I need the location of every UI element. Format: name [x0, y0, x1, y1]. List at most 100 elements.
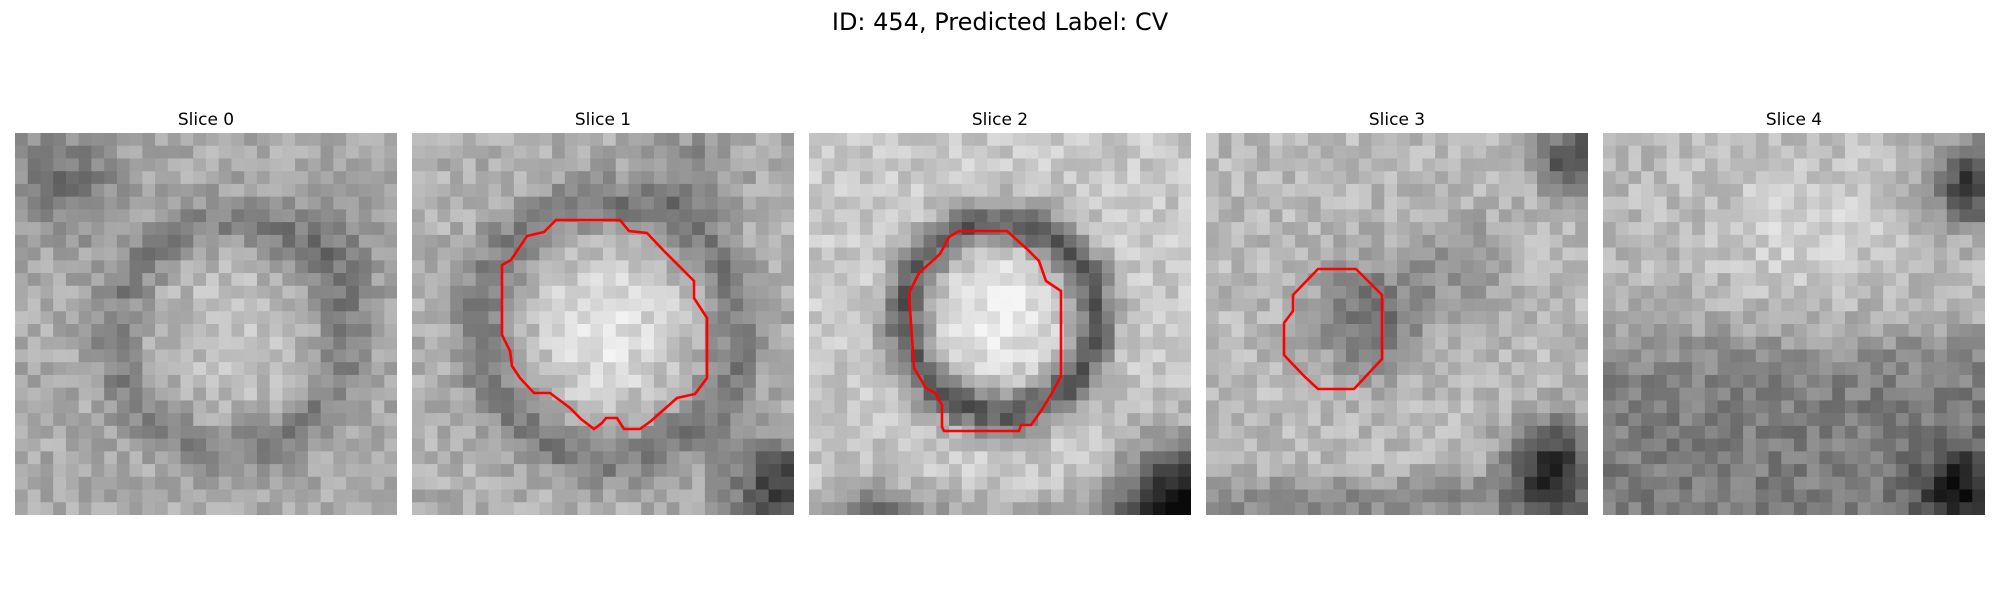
pixel-cell: [513, 298, 528, 312]
pixel-cell: [1295, 438, 1309, 452]
pixel-cell: [987, 298, 1001, 312]
pixel-cell: [872, 298, 886, 312]
pixel-cell: [1256, 133, 1271, 147]
pixel-cell: [206, 285, 220, 300]
pixel-cell: [974, 476, 988, 491]
pixel-cell: [628, 260, 642, 274]
pixel-cell: [167, 489, 182, 503]
pixel-cell: [1537, 451, 1551, 465]
pixel-cell: [91, 285, 105, 300]
pixel-cell: [424, 183, 439, 198]
pixel-cell: [475, 260, 489, 274]
pixel-cell: [1320, 425, 1334, 440]
pixel-cell: [704, 438, 719, 452]
pixel-cell: [1178, 438, 1191, 452]
pixel-cell: [1089, 464, 1103, 478]
pixel-cell: [1870, 209, 1884, 223]
pixel-cell: [1743, 311, 1757, 325]
pixel-cell: [180, 451, 194, 465]
pixel-cell: [1460, 387, 1474, 401]
pixel-cell: [142, 362, 156, 376]
pixel-cell: [1946, 502, 1961, 515]
pixel-cell: [295, 413, 309, 427]
pixel-cell: [834, 171, 848, 185]
pixel-cell: [256, 209, 271, 223]
pixel-cell: [1114, 298, 1128, 312]
pixel-cell: [1460, 260, 1474, 274]
pixel-cell: [1384, 476, 1398, 491]
pixel-cell: [462, 273, 477, 287]
pixel-cell: [1832, 438, 1846, 452]
pixel-cell: [704, 133, 719, 147]
pixel-cell: [412, 285, 426, 300]
pixel-cell: [475, 464, 489, 478]
pixel-cell: [1012, 247, 1027, 261]
pixel-cell: [717, 247, 731, 261]
pixel-cell: [269, 234, 283, 249]
pixel-cell: [987, 260, 1001, 274]
pixel-cell: [692, 171, 706, 185]
pixel-cell: [1012, 349, 1027, 363]
pixel-cell: [781, 349, 794, 363]
pixel-cell: [1178, 133, 1191, 147]
pixel-cell: [1486, 196, 1500, 210]
pixel-cell: [104, 400, 118, 414]
pixel-cell: [167, 400, 182, 414]
pixel-cell: [1127, 247, 1141, 261]
pixel-cell: [269, 145, 283, 160]
pixel-cell: [155, 196, 169, 210]
slice-title-4: Slice 4: [1765, 110, 1823, 130]
pixel-cell: [1524, 476, 1538, 491]
pixel-cell: [1717, 413, 1731, 427]
pixel-cell: [282, 298, 296, 312]
pixel-cell: [1692, 400, 1706, 414]
pixel-cell: [1076, 413, 1090, 427]
pixel-cell: [424, 324, 439, 338]
pixel-cell: [1717, 476, 1731, 491]
pixel-cell: [1972, 362, 1985, 376]
pixel-cell: [1256, 451, 1271, 465]
pixel-cell: [1231, 234, 1245, 249]
pixel-cell: [1473, 133, 1487, 147]
pixel-cell: [53, 285, 67, 300]
pixel-cell: [1730, 145, 1744, 160]
pixel-cell: [1628, 489, 1642, 503]
pixel-cell: [27, 336, 42, 351]
pixel-cell: [1562, 183, 1576, 198]
pixel-cell: [129, 387, 143, 401]
pixel-cell: [949, 336, 963, 351]
pixel-cell: [755, 183, 770, 198]
pixel-cell: [307, 260, 322, 274]
pixel-cell: [564, 260, 579, 274]
pixel-cell: [1524, 260, 1538, 274]
pixel-cell: [1549, 362, 1564, 376]
pixel-cell: [666, 311, 680, 325]
pixel-cell: [1524, 324, 1538, 338]
pixel-cell: [730, 489, 744, 503]
pixel-cell: [218, 285, 233, 300]
pixel-cell: [358, 234, 373, 249]
pixel-cell: [974, 451, 988, 465]
pixel-cell: [1628, 336, 1642, 351]
pixel-cell: [743, 234, 757, 249]
pixel-cell: [821, 413, 836, 427]
pixel-cell: [1511, 260, 1525, 274]
pixel-cell: [1346, 158, 1360, 172]
pixel-cell: [1025, 171, 1039, 185]
slice-pixel-grid: [412, 133, 794, 515]
pixel-cell: [1895, 158, 1910, 172]
pixel-cell: [320, 362, 334, 376]
pixel-cell: [1844, 374, 1859, 389]
pixel-cell: [1628, 247, 1642, 261]
pixel-cell: [1537, 311, 1551, 325]
pixel-cell: [641, 438, 655, 452]
pixel-cell: [1244, 158, 1258, 172]
pixel-cell: [1857, 183, 1871, 198]
pixel-cell: [129, 273, 143, 287]
pixel-cell: [1921, 400, 1935, 414]
pixel-cell: [129, 438, 143, 452]
pixel-cell: [949, 400, 963, 414]
pixel-cell: [1870, 145, 1884, 160]
pixel-cell: [1806, 400, 1821, 414]
pixel-cell: [1422, 158, 1436, 172]
